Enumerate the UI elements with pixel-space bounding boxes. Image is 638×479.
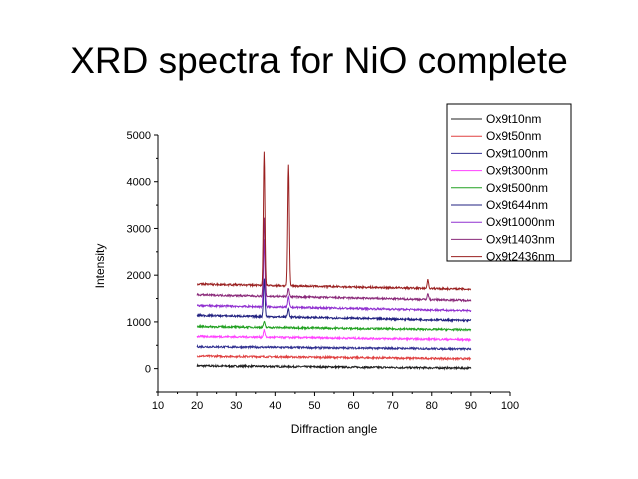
x-ticks: 10 20 30 40 50 60 70 80 90 100 — [152, 392, 519, 412]
series-line — [197, 239, 472, 314]
legend-label: Ox9t1000nm — [486, 215, 555, 229]
series-line — [196, 217, 472, 303]
x-tick-label: 80 — [426, 400, 438, 412]
series-line — [196, 320, 472, 333]
y-tick-label: 0 — [145, 364, 151, 376]
series-line — [197, 151, 472, 292]
x-axis-label: Diffraction angle — [291, 422, 378, 436]
x-tick-label: 40 — [269, 400, 281, 412]
x-tick-label: 70 — [387, 400, 399, 412]
x-tick-label: 10 — [152, 400, 164, 412]
plot-series — [196, 151, 472, 371]
legend-label: Ox9t500nm — [486, 181, 548, 195]
x-tick-label: 30 — [230, 400, 242, 412]
series-line — [196, 354, 472, 362]
legend-label: Ox9t300nm — [486, 164, 548, 178]
series-line — [196, 343, 472, 352]
legend-label: Ox9t1403nm — [486, 232, 555, 246]
series-line — [196, 329, 472, 343]
legend-label: Ox9t50nm — [486, 129, 541, 143]
y-tick-label: 3000 — [127, 223, 151, 235]
y-tick-label: 2000 — [127, 270, 151, 282]
legend-box — [446, 103, 572, 262]
legend-label: Ox9t100nm — [486, 146, 548, 160]
x-tick-label: 90 — [465, 400, 477, 412]
x-tick-label: 100 — [501, 400, 519, 412]
y-tick-label: 5000 — [127, 130, 151, 142]
y-axis-label: Intensity — [93, 244, 107, 289]
legend-entries: Ox9t10nm Ox9t50nm Ox9t100nm Ox9t300nm Ox9t50… — [451, 112, 555, 264]
slide-title: XRD spectra for NiO complete — [70, 40, 568, 81]
x-tick-label: 50 — [308, 400, 320, 412]
x-tick-label: 60 — [347, 400, 359, 412]
series-line — [196, 363, 472, 371]
legend-label: Ox9t644nm — [486, 198, 548, 212]
legend-label: Ox9t2436nm — [486, 250, 555, 264]
x-tick-label: 20 — [191, 400, 203, 412]
legend-label: Ox9t10nm — [486, 112, 541, 126]
legend: Ox9t10nm Ox9t50nm Ox9t100nm Ox9t300nm Ox9t50… — [446, 103, 572, 264]
y-tick-label: 4000 — [127, 177, 151, 189]
series-line — [196, 278, 472, 323]
axes: 10 20 30 40 50 60 70 80 90 100 0 1000 2000 3000 4000 5… — [127, 130, 520, 412]
y-ticks: 0 1000 2000 3000 4000 5000 — [127, 130, 158, 393]
y-tick-label: 1000 — [127, 317, 151, 329]
